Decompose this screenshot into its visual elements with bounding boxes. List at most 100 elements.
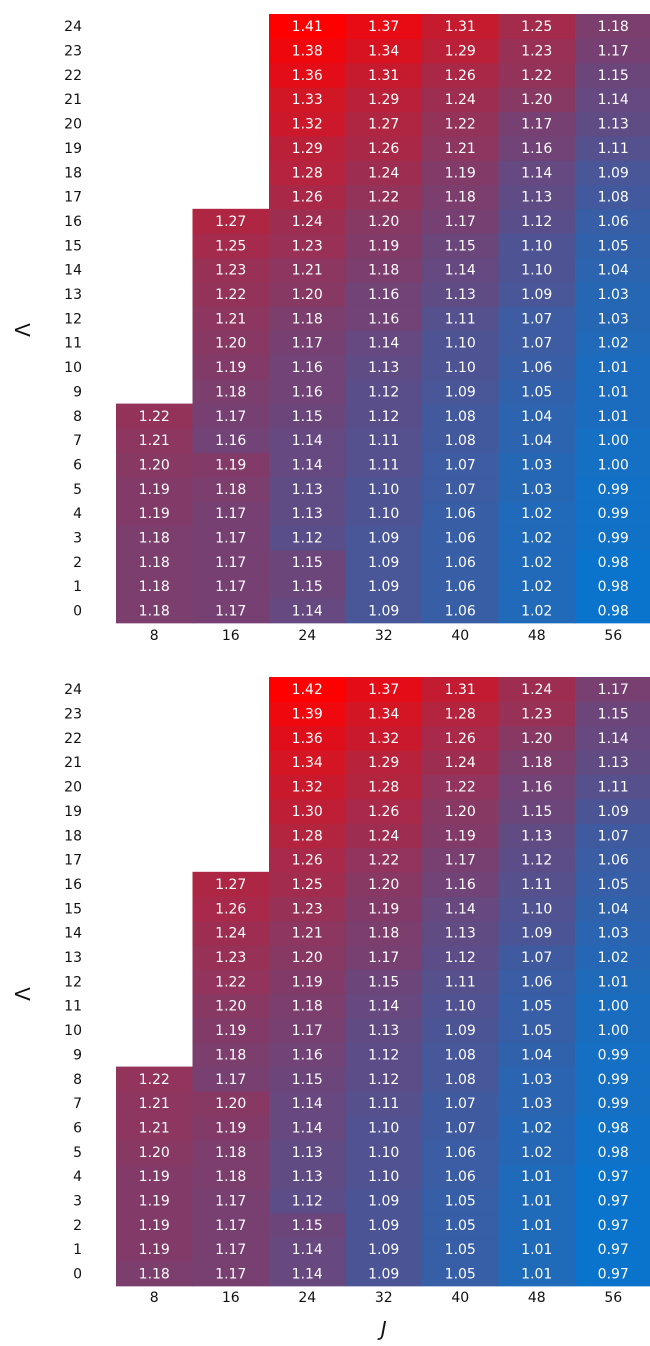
heatmap-panel-top: 1.18 1.18 1.18 1.18 1.19 1.19 1.20 1.21 1.22 1.17…	[11, 14, 650, 644]
cell-value-label: 1.21	[139, 1096, 170, 1112]
cell-value-label: 1.11	[445, 311, 476, 327]
heatmap-cell	[345, 944, 423, 970]
cell-value-label: 1.29	[368, 755, 399, 771]
heatmap-cell	[345, 1164, 423, 1189]
heatmap-cell	[269, 1042, 347, 1068]
heatmap-cell	[269, 774, 347, 800]
x-tick-label: 40	[451, 1290, 469, 1306]
heatmap-cell	[345, 1115, 423, 1141]
cell-value-label: 1.02	[598, 950, 629, 966]
heatmap-cell	[192, 993, 270, 1019]
cell-value-label: 1.38	[292, 44, 323, 60]
y-tick-label: 15	[64, 238, 82, 254]
cell-value-label: 1.23	[521, 707, 552, 723]
heatmap-cell	[345, 403, 423, 429]
y-tick-label: 13	[64, 950, 82, 966]
heatmap-cell	[575, 1115, 650, 1141]
cell-value-label: 1.20	[292, 950, 323, 966]
cell-value-label: 1.17	[215, 409, 246, 425]
heatmap-cell	[575, 160, 650, 186]
heatmap-cell	[192, 1017, 270, 1043]
cell-value-label: 1.17	[521, 117, 552, 133]
y-tick-label: 0	[73, 1267, 82, 1283]
heatmap-cell	[192, 871, 270, 897]
cell-value-label: 1.31	[445, 19, 476, 35]
y-tick-label: 21	[64, 755, 82, 771]
heatmap-cell	[269, 823, 347, 849]
x-tick-label: 32	[375, 1290, 393, 1306]
heatmap-cell	[269, 62, 347, 88]
x-tick-label: 24	[298, 628, 316, 644]
heatmap-cell	[422, 871, 500, 897]
cell-value-label: 1.13	[292, 482, 323, 498]
cell-value-label: 1.37	[368, 19, 399, 35]
cell-value-label: 1.18	[139, 555, 170, 571]
heatmap-cell	[422, 1139, 500, 1165]
heatmap-cell	[498, 798, 576, 824]
heatmap-cell	[422, 598, 500, 624]
cell-value-label: 1.07	[521, 950, 552, 966]
heatmap-cell	[345, 920, 423, 946]
cell-value-label: 1.13	[292, 1169, 323, 1185]
heatmap-cell	[575, 1212, 650, 1238]
heatmap-cell	[345, 87, 423, 112]
cell-value-label: 1.20	[521, 731, 552, 747]
cell-value-label: 1.17	[215, 1242, 246, 1258]
heatmap-cell	[498, 993, 576, 1019]
x-tick-label: 8	[150, 1290, 159, 1306]
heatmap-cell	[345, 969, 423, 995]
heatmap-cell	[575, 62, 650, 88]
y-tick-label: 8	[73, 409, 82, 425]
x-tick-label: 56	[604, 628, 622, 644]
heatmap-cell	[575, 403, 650, 429]
heatmap-cell	[498, 1042, 576, 1068]
heatmap-cell	[192, 1090, 270, 1116]
cell-value-label: 1.22	[521, 68, 552, 84]
heatmap-cell	[422, 1042, 500, 1068]
cell-value-label: 1.12	[368, 1047, 399, 1063]
cell-value-label: 1.17	[445, 853, 476, 869]
cell-value-label: 1.14	[521, 165, 552, 181]
cell-value-label: 1.20	[292, 287, 323, 303]
cell-value-label: 1.10	[521, 238, 552, 254]
heatmap-cell	[575, 549, 650, 575]
heatmap-cell	[345, 427, 423, 453]
y-tick-label: 1	[73, 1242, 82, 1258]
cell-value-label: 1.06	[445, 506, 476, 522]
cell-value-label: 1.04	[521, 433, 552, 449]
cell-value-label: 1.03	[598, 926, 629, 942]
heatmap-cell	[345, 184, 423, 210]
heatmap-cell	[575, 871, 650, 897]
cell-value-label: 1.13	[598, 117, 629, 133]
y-tick-label: 3	[73, 1194, 82, 1210]
cell-value-label: 1.24	[292, 214, 323, 230]
cell-value-label: 1.02	[521, 1145, 552, 1161]
heatmap-cell	[269, 160, 347, 186]
x-tick-label: 16	[222, 628, 240, 644]
cell-value-label: 1.05	[521, 999, 552, 1015]
heatmap-cell	[422, 354, 500, 380]
y-tick-label: 2	[73, 1218, 82, 1234]
heatmap-cell	[116, 1066, 194, 1092]
heatmap-cell	[422, 476, 500, 502]
heatmap-cell	[422, 525, 500, 551]
heatmap-cell	[192, 969, 270, 995]
cell-value-label: 1.26	[368, 804, 399, 820]
heatmap-cell	[498, 823, 576, 849]
heatmap-cell	[498, 1115, 576, 1141]
heatmap-cell	[192, 306, 270, 332]
heatmap-cell	[269, 1261, 347, 1287]
heatmap-cell	[116, 403, 194, 429]
heatmap-cell	[345, 135, 423, 161]
heatmap-cell	[498, 38, 576, 64]
cell-value-label: 1.21	[292, 263, 323, 279]
cell-value-label: 1.18	[598, 19, 629, 35]
heatmap-cell	[498, 677, 576, 702]
heatmap-cell	[422, 774, 500, 800]
heatmap-cell	[575, 452, 650, 478]
y-tick-label: 22	[64, 68, 82, 84]
y-tick-label: 10	[64, 360, 82, 376]
cell-value-label: 1.07	[445, 1096, 476, 1112]
cell-value-label: 1.27	[215, 877, 246, 893]
